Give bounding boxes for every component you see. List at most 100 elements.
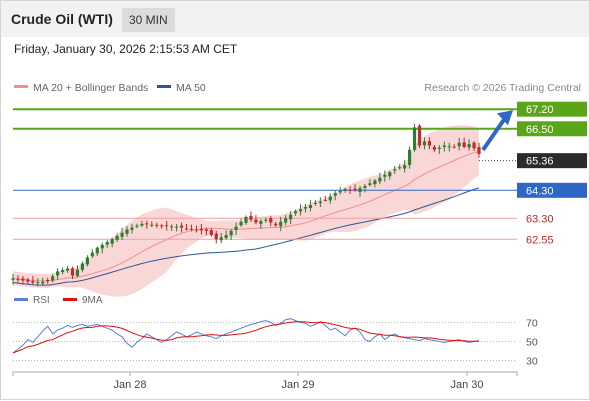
ma50-line <box>12 187 480 286</box>
candle-body <box>254 219 258 223</box>
candle-body <box>100 244 104 249</box>
price-plot: 67.20 66.50 65.36 64.30 63.30 62.55 <box>11 101 587 297</box>
candle-body <box>145 223 149 225</box>
candle-body <box>298 209 303 212</box>
candle-body <box>26 279 30 282</box>
candle-body <box>85 257 89 265</box>
instrument-title: Crude Oil (WTI) <box>11 11 113 27</box>
legend-swatch-rsi-ma <box>63 298 77 301</box>
candle-body <box>264 219 268 221</box>
header-bar: Crude Oil (WTI) 30 MIN <box>1 1 589 37</box>
candle-body <box>160 225 164 227</box>
level-label-1: 66.50 <box>526 124 554 136</box>
legend-label-ma20: MA 20 + Bollinger Bands <box>33 82 148 94</box>
candle-body <box>303 207 308 209</box>
candle-body <box>378 177 382 182</box>
candle-body <box>393 169 397 171</box>
forecast-arrow-shaft <box>481 117 507 152</box>
candle-body <box>373 180 377 185</box>
level-label-5: 62.55 <box>526 234 554 246</box>
candle-body <box>358 188 362 192</box>
candle-body <box>70 268 75 276</box>
candle-body <box>174 226 179 228</box>
rsi-level-label-1: 50 <box>526 337 538 349</box>
candle-body <box>462 142 466 147</box>
x-tick-label-1: Jan 29 <box>281 379 314 391</box>
timeframe-badge[interactable]: 30 MIN <box>122 8 175 32</box>
candle-body <box>368 183 372 185</box>
candle-body <box>328 196 332 201</box>
candle-body <box>46 280 50 282</box>
candle-body <box>95 247 99 254</box>
rsi-plot: 70 50 30 <box>12 318 538 368</box>
legend-swatch-ma50 <box>157 85 171 88</box>
candle-body <box>383 174 387 177</box>
candle-body <box>110 239 114 244</box>
level-label-4: 63.30 <box>526 213 554 225</box>
bollinger-band <box>13 125 479 297</box>
rsi-ma-line <box>12 321 479 354</box>
candle-body <box>36 282 40 284</box>
level-label-bg-1 <box>517 121 587 137</box>
candle-body <box>398 167 402 169</box>
candle-body <box>447 146 451 148</box>
candle-body <box>353 188 357 191</box>
candle-body <box>150 224 154 226</box>
candle-body <box>333 193 337 196</box>
candle-body <box>289 214 293 220</box>
candle-body <box>184 228 189 230</box>
level-label-bg-0 <box>517 101 587 117</box>
candle-body <box>284 218 288 223</box>
candle-body <box>16 278 20 280</box>
candle-body <box>323 199 327 201</box>
candle-body <box>239 221 243 226</box>
candle-body <box>417 125 422 146</box>
candle-body <box>293 211 298 214</box>
candle-body <box>75 269 80 277</box>
candle-body <box>279 221 283 227</box>
candle-body <box>407 149 412 165</box>
candle-body <box>477 147 481 154</box>
candle-body <box>343 188 347 191</box>
level-label-bg-3 <box>517 182 587 198</box>
candle-body <box>199 228 203 231</box>
candle-body <box>229 230 233 236</box>
candle-body <box>318 201 322 203</box>
candle-body <box>412 127 417 150</box>
legend-label-ma50: MA 50 <box>176 82 206 94</box>
timestamp: Friday, January 30, 2026 2:15:53 AM CET <box>14 42 238 56</box>
candle-body <box>130 227 134 230</box>
candle-body <box>170 226 174 228</box>
candle-body <box>452 146 456 148</box>
candle-body <box>244 216 248 223</box>
rsi-level-label-2: 30 <box>526 356 538 368</box>
candle-body <box>234 226 238 230</box>
candle-body <box>31 281 35 283</box>
candle-body <box>209 230 213 236</box>
forecast-arrow-head <box>497 110 513 126</box>
rsi-line <box>12 318 480 354</box>
candle-body <box>51 276 55 281</box>
candle-body <box>403 165 407 169</box>
candle-body <box>120 232 124 237</box>
candle-body <box>457 142 461 147</box>
legend-label-rsi: RSI <box>33 295 50 306</box>
candle-body <box>189 228 194 230</box>
candle-body <box>437 147 441 150</box>
candle-body <box>219 237 223 241</box>
x-tick-label-0: Jan 28 <box>113 379 146 391</box>
candle-body <box>274 223 278 226</box>
candle-body <box>90 252 94 257</box>
candle-body <box>363 186 367 188</box>
candle-body <box>442 145 446 148</box>
candle-body <box>422 141 427 146</box>
candle-body <box>41 281 45 284</box>
level-label-bg-2 <box>517 153 587 169</box>
level-label-2: 65.36 <box>526 156 554 168</box>
candle-body <box>21 278 25 281</box>
candle-body <box>135 225 139 227</box>
candle-body <box>65 268 70 271</box>
candle-body <box>56 271 60 276</box>
candle-body <box>80 263 85 270</box>
